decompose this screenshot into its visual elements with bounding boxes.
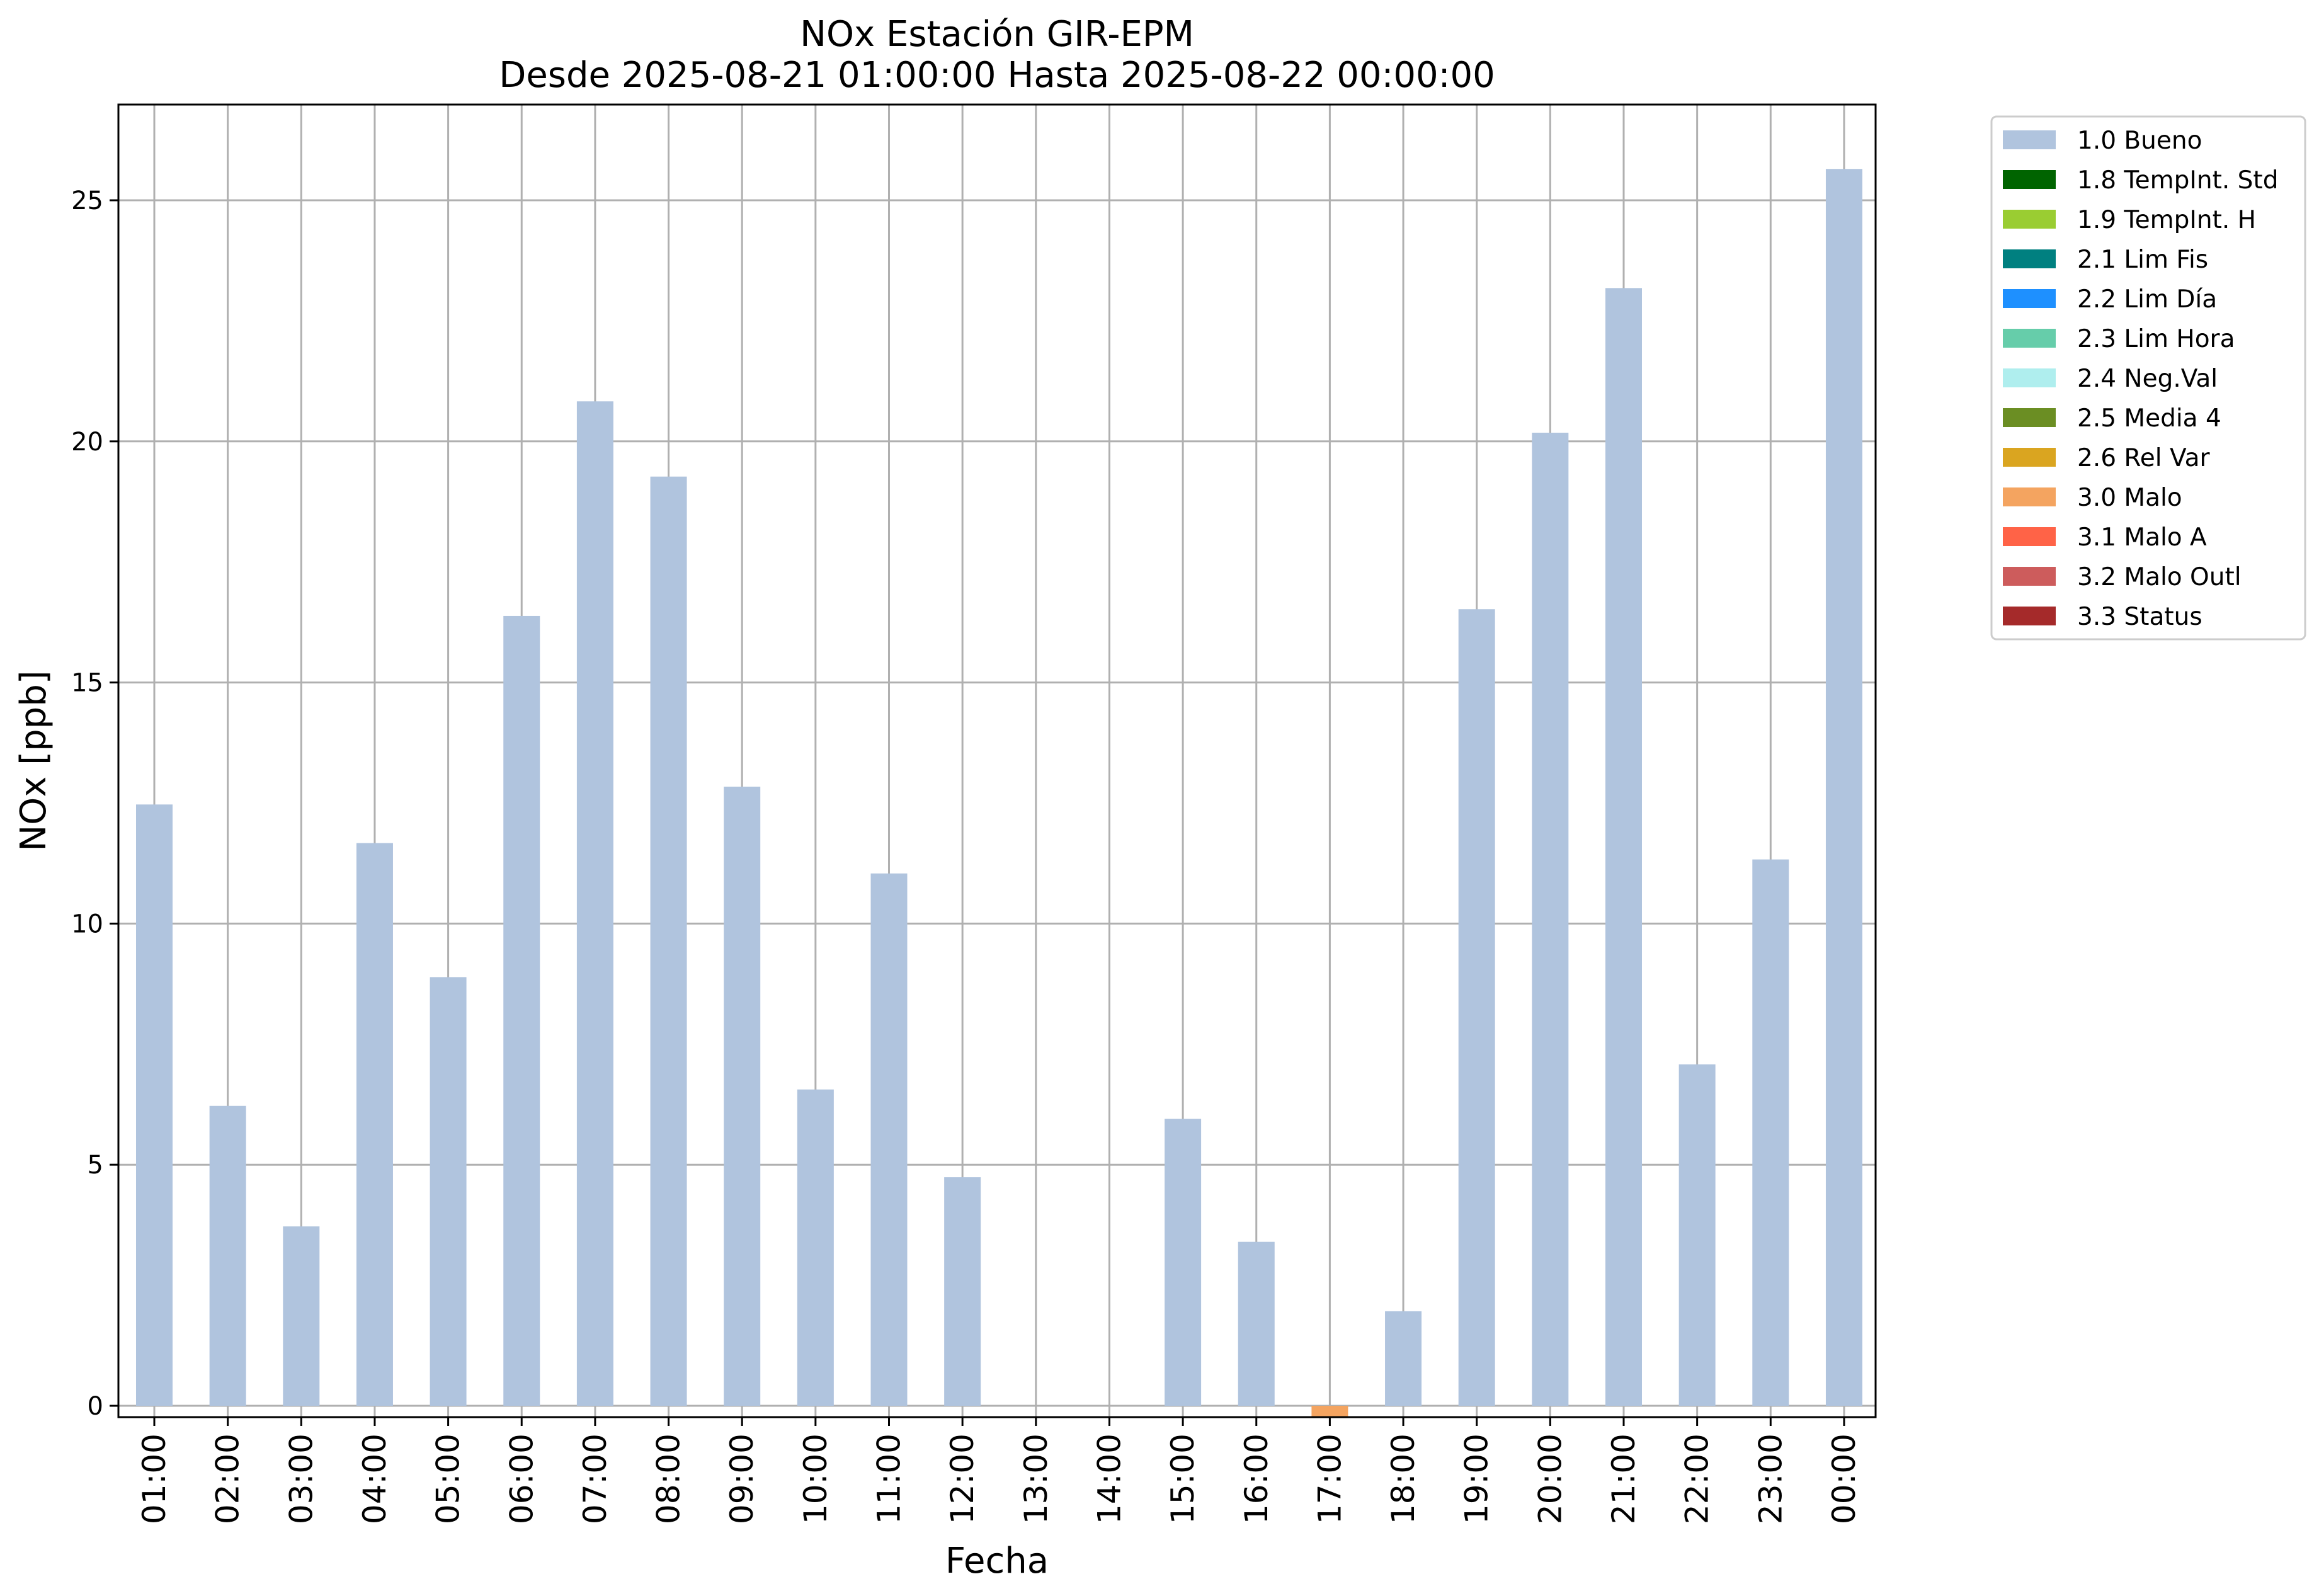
legend-swatch [2003,527,2056,546]
x-tick-label: 16:00 [1238,1434,1275,1524]
y-tick-label: 25 [71,186,103,215]
x-tick-label: 08:00 [651,1434,687,1524]
bar-0000-s0 [1825,169,1862,1406]
bar-1500-s0 [1165,1119,1202,1406]
bar-1700-s1 [1311,1406,1348,1418]
bar-2100-s0 [1605,288,1642,1406]
bar-0400-s0 [356,843,393,1406]
legend-entry-label: 2.1 Lim Fis [2077,246,2208,274]
x-tick-label: 17:00 [1311,1434,1348,1524]
bar-0200-s0 [209,1105,246,1406]
legend-swatch [2003,130,2056,149]
x-tick-label: 22:00 [1679,1434,1716,1524]
x-axis-label: Fecha [945,1541,1049,1582]
x-tick-label: 05:00 [430,1434,467,1524]
x-tick-label: 07:00 [577,1434,613,1524]
bar-0300-s0 [283,1226,320,1406]
y-tick-label: 20 [71,428,103,457]
bar-1800-s0 [1385,1311,1422,1406]
bar-0500-s0 [430,977,467,1406]
x-axis-ticks: 01:00 02:00 03:00 04:00 05:00 06:00 07:00 08:00… [136,1417,1862,1524]
y-tick-label: 5 [88,1151,103,1180]
legend-entry-label: 2.3 Lim Hora [2077,325,2235,353]
legend-swatch [2003,170,2056,189]
bar-2300-s0 [1752,859,1789,1406]
bar-2200-s0 [1678,1064,1716,1406]
x-tick-label: 21:00 [1605,1434,1642,1524]
x-tick-label: 20:00 [1532,1434,1568,1524]
legend-entry-label: 3.0 Malo [2077,484,2182,512]
legend-entry-label: 2.5 Media 4 [2077,404,2221,433]
legend-swatch [2003,448,2056,467]
legend-entry-label: 2.2 Lim Día [2077,285,2217,314]
legend: 1.0 Bueno 1.8 TempInt. Std 1.9 TempInt. H 2… [1990,115,2306,641]
legend-box [1990,115,2306,641]
x-tick-label: 00:00 [1826,1434,1862,1524]
legend-swatch [2003,607,2056,625]
x-tick-label: 12:00 [944,1434,981,1524]
legend-swatch [2003,567,2056,586]
x-tick-label: 13:00 [1018,1434,1054,1524]
legend-entry-label: 3.3 Status [2077,603,2202,631]
bar-1000-s0 [797,1089,834,1406]
x-tick-label: 14:00 [1091,1434,1127,1524]
y-tick-label: 10 [71,909,103,938]
legend-entry-label: 3.1 Malo A [2077,523,2207,552]
chart-title: NOx Estación GIR-EPM [800,14,1194,55]
legend-entry-label: 2.4 Neg.Val [2077,365,2218,393]
legend-entry-label: 1.8 TempInt. Std [2077,166,2278,195]
legend-swatch [2003,210,2056,229]
bar-1900-s0 [1458,609,1495,1406]
bar-0800-s0 [650,476,687,1406]
legend-swatch [2003,249,2056,268]
x-tick-label: 09:00 [724,1434,760,1524]
x-tick-label: 11:00 [871,1434,908,1524]
x-tick-label: 02:00 [210,1434,246,1524]
x-tick-label: 10:00 [797,1434,834,1524]
bar-1100-s0 [870,873,908,1406]
bar-0900-s0 [724,786,761,1406]
bar-1200-s0 [944,1177,981,1406]
x-tick-label: 23:00 [1752,1434,1789,1524]
bar-1600-s0 [1238,1241,1275,1406]
x-tick-label: 03:00 [283,1434,319,1524]
legend-swatch [2003,408,2056,427]
chart-subtitle: Desde 2025-08-21 01:00:00 Hasta 2025-08-… [499,55,1495,96]
x-tick-label: 04:00 [356,1434,393,1524]
legend-entry-label: 2.6 Rel Var [2077,444,2211,472]
bar-0100-s0 [136,804,173,1406]
x-tick-label: 19:00 [1459,1434,1495,1524]
y-tick-label: 15 [71,669,103,698]
x-tick-label: 06:00 [503,1434,540,1524]
y-axis-ticks: 0 5 10 15 20 25 [71,186,118,1421]
legend-entry-label: 1.9 TempInt. H [2077,206,2256,234]
legend-entry-label: 1.0 Bueno [2077,127,2202,155]
bar-0600-s0 [503,615,540,1406]
y-tick-label: 0 [88,1392,103,1421]
legend-swatch [2003,487,2056,506]
y-axis-label: NOx [ppb] [13,670,54,851]
x-tick-label: 18:00 [1385,1434,1422,1524]
legend-swatch [2003,329,2056,348]
legend-swatch [2003,289,2056,308]
x-tick-label: 01:00 [136,1434,173,1524]
plot-area-frame [117,103,1877,1418]
bar-0700-s0 [576,401,613,1406]
bar-2000-s0 [1532,433,1569,1406]
x-tick-label: 15:00 [1165,1434,1201,1524]
legend-entry-label: 3.2 Malo Outl [2077,563,2242,591]
legend-swatch [2003,368,2056,387]
bars [136,169,1862,1418]
